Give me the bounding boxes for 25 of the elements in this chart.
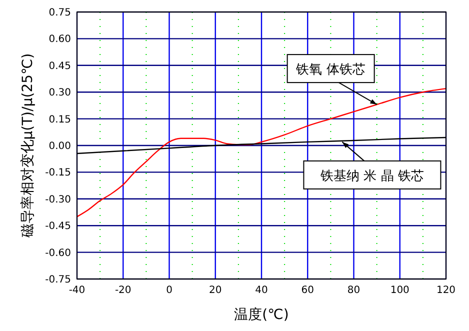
annotation: 铁氧 体铁芯 <box>295 62 366 78</box>
y-tick-label: -0.75 <box>45 274 71 286</box>
x-tick-label: -20 <box>114 285 132 296</box>
y-tick-label: 0.00 <box>48 141 71 152</box>
y-tick-label: 0.60 <box>48 34 71 46</box>
x-tick-label: -40 <box>68 285 86 296</box>
y-tick-label: -0.15 <box>45 168 71 179</box>
x-tick-label: 20 <box>209 285 222 296</box>
y-tick-label: -0.60 <box>45 248 71 259</box>
annotation: 铁基纳 米 晶 铁芯 <box>320 168 424 184</box>
line-series <box>76 88 447 218</box>
x-tick-label: 120 <box>436 285 456 296</box>
y-axis-title: 磁导率相对变化μ(T)/μ(25℃) <box>20 53 36 239</box>
y-tick-label: -0.30 <box>45 194 71 206</box>
x-axis-title: 温度(℃) <box>234 307 289 323</box>
x-tick-label: 60 <box>301 285 314 296</box>
y-tick-label: -0.45 <box>45 221 71 232</box>
x-tick-label: 40 <box>255 285 268 296</box>
y-tick-label: 0.15 <box>48 114 71 126</box>
y-tick-label: 0.75 <box>48 8 71 18</box>
x-tick-label: 80 <box>347 285 360 296</box>
y-tick-label: 0.45 <box>48 60 71 72</box>
x-tick-label: 100 <box>390 285 410 296</box>
x-tick-label: 0 <box>166 285 172 296</box>
y-tick-label: 0.30 <box>48 88 71 99</box>
